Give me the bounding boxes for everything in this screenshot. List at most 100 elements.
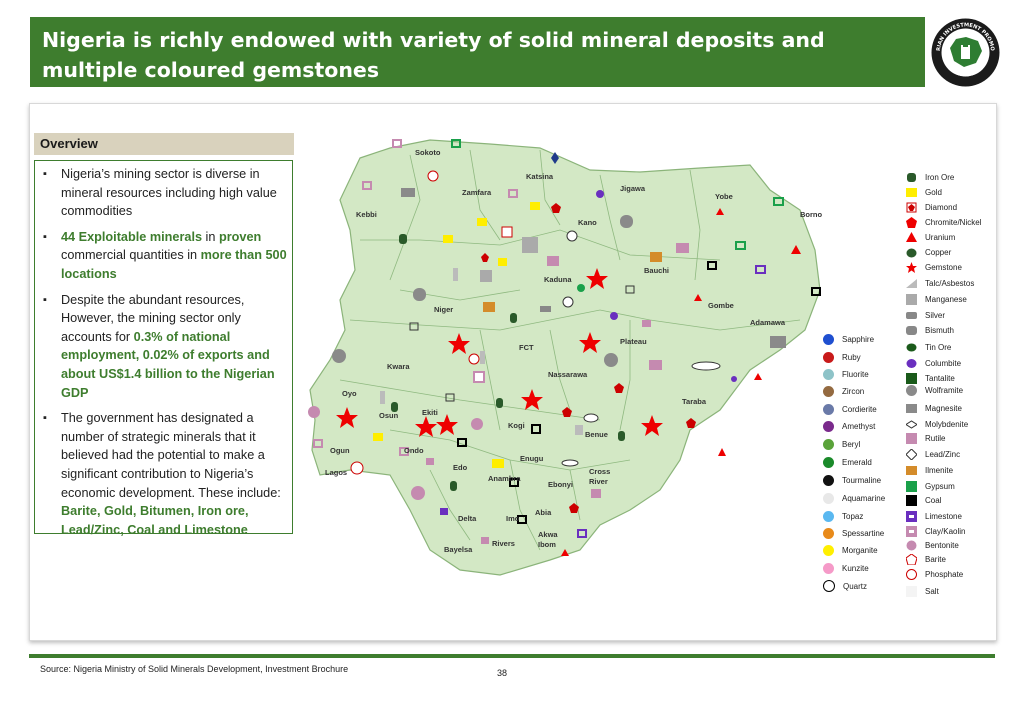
phosphate-icon [906, 569, 917, 580]
uranium-icon [906, 232, 917, 242]
state-label: Anambra [488, 474, 521, 483]
page-number: 38 [497, 668, 508, 678]
legend-mineral-wolframite: Wolframite [906, 385, 963, 396]
state-label: Kogi [508, 421, 525, 430]
legend-mineral-tantalite: Tantalite [906, 373, 955, 384]
clay-icon [906, 526, 917, 537]
map-symbols [308, 139, 821, 556]
overview-box: Nigeria’s mining sector is diverse in mi… [34, 160, 293, 537]
state-label: Taraba [682, 397, 707, 406]
legend-gem-emerald: Emerald [823, 457, 872, 468]
legend-mineral-gemstone: Gemstone [906, 262, 962, 273]
state-label: Kebbi [356, 210, 377, 219]
state-label: Nassarawa [548, 370, 588, 379]
page-title: Nigeria is richly endowed with variety o… [42, 28, 825, 82]
legend-mineral-bismuth: Bismuth [906, 325, 954, 336]
legend-gem-amethyst: Amethyst [823, 421, 875, 432]
state-label: Ebonyi [548, 480, 574, 489]
legend-mineral-magnesite: Magnesite [906, 403, 962, 414]
state-label: Cross River [589, 467, 611, 486]
state-label: Imo [506, 514, 520, 523]
tantalite-icon [906, 373, 917, 384]
state-label: Edo [453, 463, 468, 472]
legend-mineral-bentonite: Bentonite [906, 540, 959, 551]
state-label: Enugu [520, 454, 544, 463]
salt-icon [906, 586, 917, 597]
state-label: Jigawa [620, 184, 646, 193]
rutile-icon [906, 433, 917, 444]
legend-mineral-diamond: Diamond [906, 202, 957, 213]
bullet-3: Despite the abundant resources, However,… [43, 291, 289, 403]
legend-gem-beryl: Beryl [823, 439, 860, 450]
legend-mineral-lead-zinc: Lead/Zinc [906, 449, 960, 460]
overview-bullets: Nigeria’s mining sector is diverse in mi… [43, 165, 289, 546]
manganese-icon [906, 294, 917, 305]
state-label: Borno [800, 210, 823, 219]
barite-icon [906, 554, 917, 565]
title-bar: Nigeria is richly endowed with variety o… [30, 17, 925, 87]
legend-gem-cordierite: Cordierite [823, 404, 877, 415]
state-label: Katsina [526, 172, 554, 181]
state-label: Bayelsa [444, 545, 473, 554]
legend-gem-ruby: Ruby [823, 352, 861, 363]
chromite-icon [906, 217, 917, 228]
state-label: FCT [519, 343, 534, 352]
legend-gem-tourmaline: Tourmaline [823, 475, 881, 486]
ilmenite-icon [906, 466, 917, 475]
columbite-icon [906, 359, 917, 368]
bentonite-icon [906, 540, 917, 551]
legend-gem-sapphire: Sapphire [823, 334, 874, 345]
bullet-4: The government has designated a number o… [43, 409, 289, 539]
nipc-logo: NIGERIAN INVESTMENT PROMOTION COMMISSION [928, 15, 1000, 87]
legend-mineral-gold: Gold [906, 187, 942, 198]
state-label: Benue [585, 430, 608, 439]
legend-mineral-iron-ore: Iron Ore [906, 172, 954, 183]
overview-heading-text: Overview [40, 136, 98, 151]
legend-mineral-clay: Clay/Kaolin [906, 526, 965, 537]
magnesite-icon [906, 404, 917, 413]
legend-gem-zircon: Zircon [823, 386, 864, 397]
legend-gem-morganite: Morganite [823, 545, 878, 556]
coal-icon [906, 495, 917, 506]
legend-mineral-limestone: Limestone [906, 511, 962, 522]
diamond-icon [906, 202, 917, 213]
iron-ore-icon [907, 173, 916, 182]
state-label: Lagos [325, 468, 348, 477]
state-label: Adamawa [750, 318, 786, 327]
gold-icon [906, 188, 917, 197]
legend-mineral-ilmenite: Ilmenite [906, 465, 953, 476]
state-label: Oyo [342, 389, 357, 398]
legend-gem-aquamarine: Aquamarine [823, 493, 885, 504]
state-label: Osun [379, 411, 399, 420]
legend-mineral-silver: Silver [906, 310, 945, 321]
state-borders [339, 149, 801, 551]
state-label: Niger [434, 305, 454, 314]
limestone-icon [906, 511, 917, 522]
legend-mineral-barite: Barite [906, 554, 946, 565]
talc-icon [906, 279, 917, 288]
source-note: Source: Nigeria Ministry of Solid Minera… [40, 664, 349, 674]
bismuth-icon [906, 326, 917, 335]
state-label: Ekiti [422, 408, 438, 417]
state-label: Rivers [492, 539, 515, 548]
gemstone-icon [906, 262, 917, 273]
overview-heading: Overview [34, 133, 294, 155]
legend-gem-fluorite: Fluorite [823, 369, 869, 380]
state-label: Sokoto [415, 148, 441, 157]
legend-mineral-salt: Salt [906, 586, 939, 597]
state-label: Plateau [620, 337, 647, 346]
state-label: Ondo [404, 446, 424, 455]
legend-mineral-tin: Tin Ore [906, 342, 951, 353]
state-label: Ogun [330, 446, 350, 455]
legend-mineral-molybdenite: Molybdenite [906, 419, 968, 430]
legend-gem-kunzite: Kunzite [823, 563, 869, 574]
legend-mineral-rutile: Rutile [906, 433, 945, 444]
silver-icon [906, 312, 917, 319]
legend-mineral-manganese: Manganese [906, 294, 967, 305]
state-label: Gombe [708, 301, 734, 310]
lead-zinc-icon [906, 449, 917, 460]
state-label: Zamfara [462, 188, 492, 197]
bullet-1: Nigeria’s mining sector is diverse in mi… [43, 165, 289, 221]
copper-icon [906, 248, 917, 258]
legend-mineral-gypsum: Gypsum [906, 481, 955, 492]
